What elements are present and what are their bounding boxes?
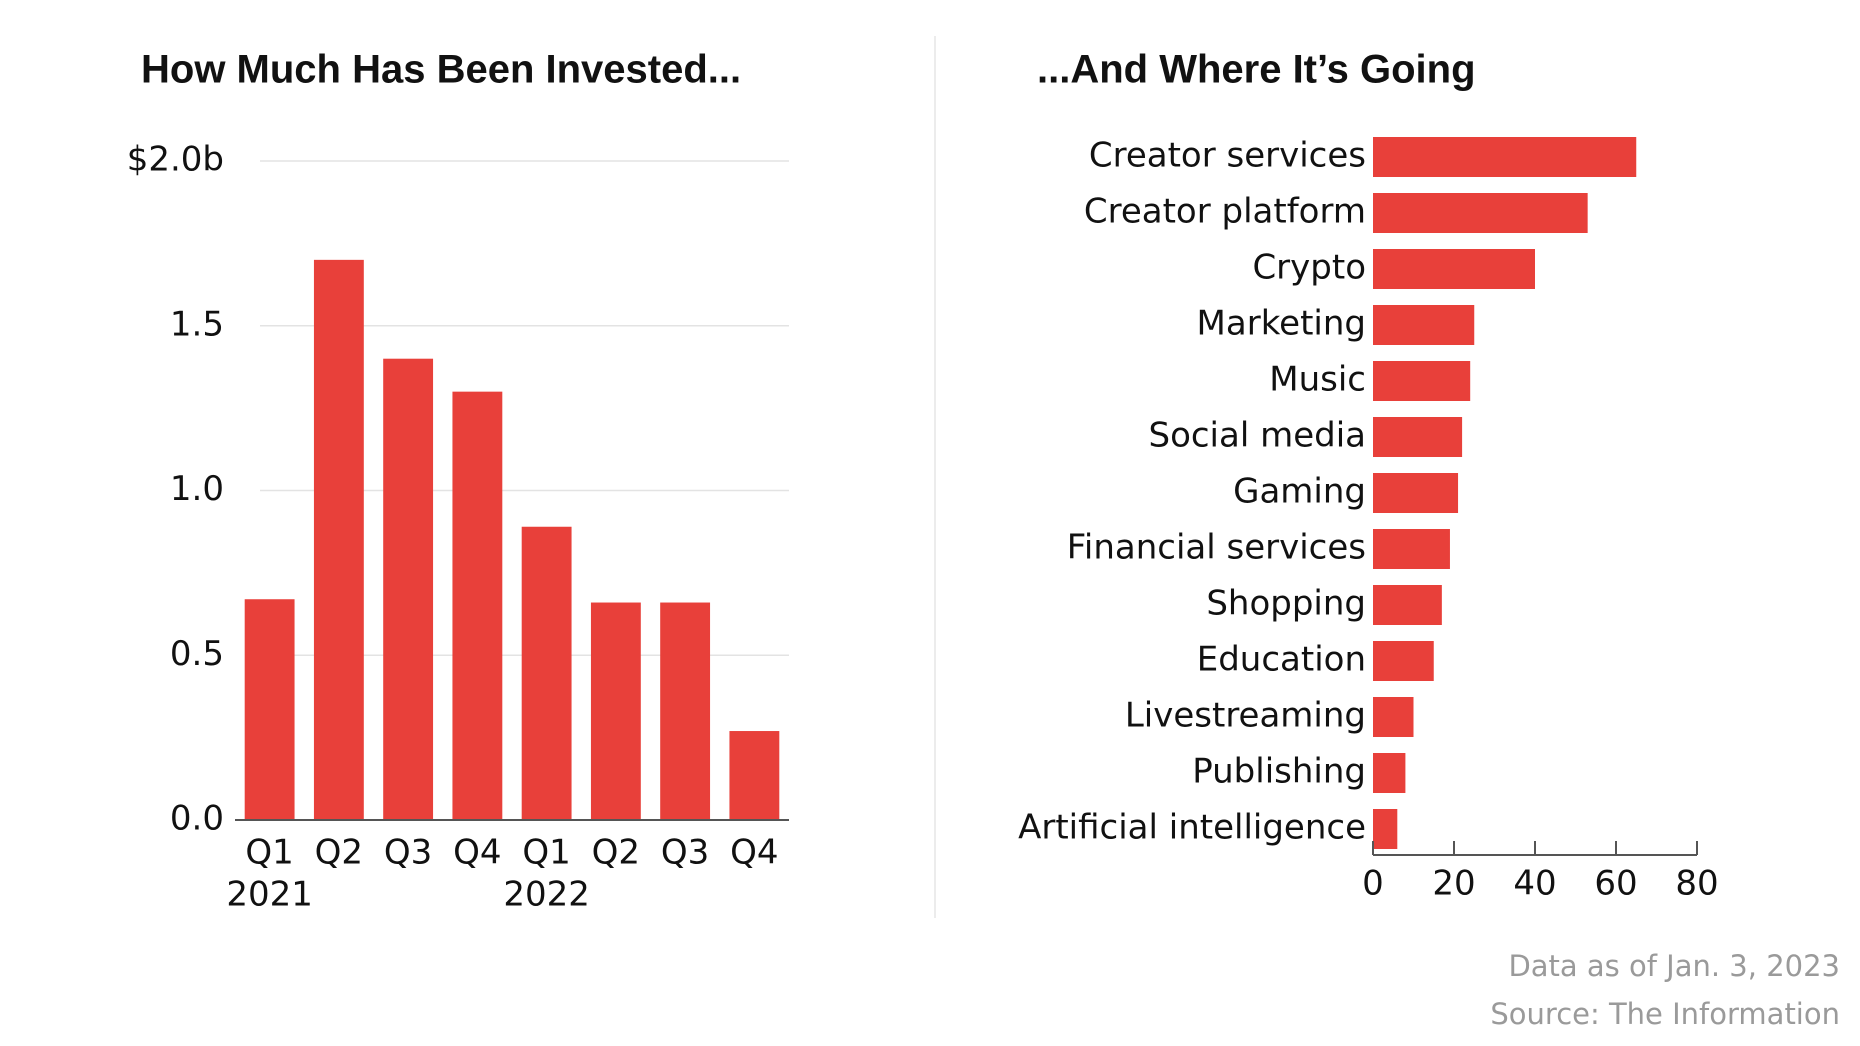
bar <box>1373 641 1434 681</box>
y-tick-label: Marketing <box>1197 304 1366 344</box>
x-tick-label: Q3 <box>384 833 432 873</box>
y-tick-label: 0.5 <box>170 634 224 674</box>
x-group-label: 2022 <box>503 875 590 915</box>
x-tick-label: 20 <box>1432 864 1475 904</box>
bar <box>1373 137 1637 177</box>
bar <box>1373 193 1588 233</box>
y-tick-label: Creator platform <box>1084 192 1366 232</box>
bar <box>1373 697 1414 737</box>
y-tick-label: Education <box>1197 640 1366 680</box>
y-tick-label: 1.0 <box>170 469 224 509</box>
y-tick-label: Social media <box>1148 416 1366 456</box>
bar <box>1373 249 1535 289</box>
y-tick-label: 1.5 <box>170 304 224 344</box>
bar <box>729 731 780 820</box>
x-tick-label: 40 <box>1513 864 1556 904</box>
y-tick-label: Financial services <box>1067 528 1366 568</box>
x-tick-label: Q2 <box>592 833 640 873</box>
y-tick-label: Gaming <box>1233 472 1366 512</box>
x-tick-label: Q1 <box>522 833 570 873</box>
x-tick-label: 0 <box>1362 864 1384 904</box>
bar <box>244 599 295 820</box>
bar <box>383 358 434 820</box>
x-tick-label: 80 <box>1675 864 1718 904</box>
bar <box>1373 529 1450 569</box>
source: Source: The Information <box>1490 997 1840 1031</box>
chart-title: How Much Has Been Invested... <box>141 48 741 92</box>
bar <box>1373 361 1471 401</box>
x-tick-label: Q1 <box>245 833 293 873</box>
bar <box>1373 305 1475 345</box>
y-tick-label: Crypto <box>1252 248 1366 288</box>
bar <box>452 391 503 820</box>
y-tick-label: Publishing <box>1192 752 1366 792</box>
y-tick-label: $2.0b <box>127 140 224 180</box>
y-tick-label: Artificial intelligence <box>1018 808 1366 848</box>
bar <box>1373 753 1406 793</box>
bar <box>1373 585 1442 625</box>
bar <box>590 602 641 820</box>
y-tick-label: Livestreaming <box>1125 696 1366 736</box>
bar <box>1373 809 1398 849</box>
x-tick-label: Q3 <box>661 833 709 873</box>
chart-title: ...And Where It’s Going <box>1037 48 1476 92</box>
y-tick-label: Music <box>1269 360 1366 400</box>
y-tick-label: Shopping <box>1206 584 1366 624</box>
bar <box>313 259 364 821</box>
bar <box>1373 417 1463 457</box>
bar <box>521 526 572 820</box>
bar <box>660 602 711 820</box>
x-group-label: 2021 <box>226 875 313 915</box>
x-tick-label: 60 <box>1594 864 1637 904</box>
x-tick-label: Q4 <box>730 833 778 873</box>
y-tick-label: Creator services <box>1089 136 1366 176</box>
bar <box>1373 473 1459 513</box>
y-tick-label: 0.0 <box>170 799 224 839</box>
x-tick-label: Q4 <box>453 833 501 873</box>
x-tick-label: Q2 <box>315 833 363 873</box>
footnote: Data as of Jan. 3, 2023 <box>1508 949 1840 983</box>
